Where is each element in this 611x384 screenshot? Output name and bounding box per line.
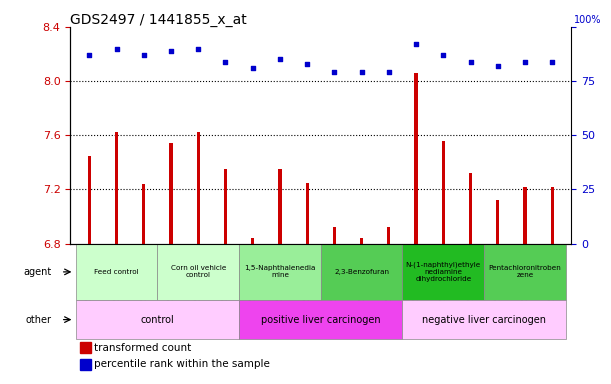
- Text: transformed count: transformed count: [94, 343, 192, 353]
- Bar: [321, 243, 403, 300]
- Point: [357, 69, 367, 75]
- Point: [329, 69, 339, 75]
- Text: 1,5-Naphthalenedia
mine: 1,5-Naphthalenedia mine: [244, 265, 316, 278]
- Text: negative liver carcinogen: negative liver carcinogen: [422, 314, 546, 324]
- Bar: [224, 169, 227, 243]
- Text: GDS2497 / 1441855_x_at: GDS2497 / 1441855_x_at: [70, 13, 247, 27]
- Bar: [387, 227, 390, 243]
- Point: [275, 56, 285, 63]
- Point: [166, 48, 176, 54]
- Point: [248, 65, 258, 71]
- Bar: [360, 238, 364, 243]
- Bar: [80, 359, 91, 370]
- Point: [439, 52, 448, 58]
- Bar: [158, 243, 239, 300]
- Bar: [197, 132, 200, 243]
- Text: Pentachloronitroben
zene: Pentachloronitroben zene: [489, 265, 562, 278]
- Bar: [484, 243, 566, 300]
- Bar: [333, 227, 336, 243]
- Bar: [239, 300, 403, 339]
- Point: [139, 52, 148, 58]
- Text: other: other: [25, 314, 51, 324]
- Text: agent: agent: [23, 267, 51, 277]
- Bar: [169, 143, 173, 243]
- Point: [384, 69, 393, 75]
- Bar: [80, 342, 91, 353]
- Text: N-(1-naphthyl)ethyle
nediamine
dihydrochloride: N-(1-naphthyl)ethyle nediamine dihydroch…: [406, 262, 481, 282]
- Text: percentile rank within the sample: percentile rank within the sample: [94, 359, 270, 369]
- Bar: [469, 173, 472, 243]
- Bar: [496, 200, 499, 243]
- Text: 100%: 100%: [574, 15, 601, 25]
- Bar: [551, 187, 554, 243]
- Text: 2,3-Benzofuran: 2,3-Benzofuran: [334, 269, 389, 275]
- Bar: [76, 300, 239, 339]
- Bar: [414, 73, 418, 243]
- Point: [493, 63, 503, 69]
- Point: [466, 58, 475, 65]
- Text: positive liver carcinogen: positive liver carcinogen: [261, 314, 381, 324]
- Bar: [76, 243, 158, 300]
- Point: [520, 58, 530, 65]
- Point: [193, 45, 203, 51]
- Bar: [442, 141, 445, 243]
- Bar: [524, 187, 527, 243]
- Point: [112, 45, 122, 51]
- Point: [547, 58, 557, 65]
- Bar: [142, 184, 145, 243]
- Bar: [306, 183, 309, 243]
- Bar: [403, 243, 484, 300]
- Point: [221, 58, 230, 65]
- Point: [302, 61, 312, 67]
- Bar: [403, 300, 566, 339]
- Bar: [251, 238, 254, 243]
- Bar: [88, 156, 91, 243]
- Text: Corn oil vehicle
control: Corn oil vehicle control: [170, 265, 226, 278]
- Bar: [239, 243, 321, 300]
- Bar: [115, 132, 118, 243]
- Text: Feed control: Feed control: [94, 269, 139, 275]
- Bar: [278, 169, 282, 243]
- Text: control: control: [141, 314, 174, 324]
- Point: [411, 41, 421, 47]
- Point: [84, 52, 94, 58]
